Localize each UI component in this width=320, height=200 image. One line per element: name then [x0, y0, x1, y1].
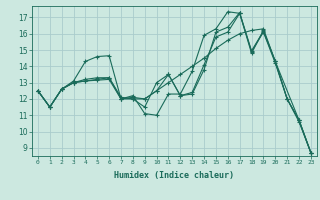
X-axis label: Humidex (Indice chaleur): Humidex (Indice chaleur) [115, 171, 234, 180]
